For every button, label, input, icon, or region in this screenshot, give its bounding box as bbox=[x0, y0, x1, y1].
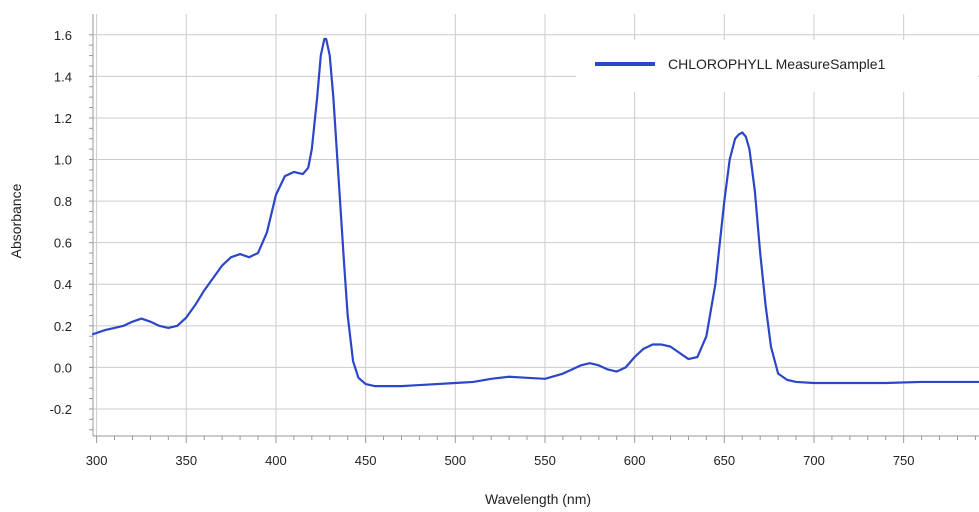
y-tick-label: 1.4 bbox=[54, 69, 72, 84]
x-tick-label: 600 bbox=[624, 453, 646, 468]
x-axis-label: Wavelength (nm) bbox=[485, 491, 591, 507]
x-tick-label: 400 bbox=[265, 453, 287, 468]
x-tick-label: 500 bbox=[444, 453, 466, 468]
series-line-chlorophyll bbox=[91, 37, 979, 388]
x-tick-label: 650 bbox=[713, 453, 735, 468]
y-tick-label: 0.4 bbox=[54, 277, 72, 292]
legend-entry-label: CHLOROPHYLL MeasureSample1 bbox=[668, 56, 886, 72]
x-tick-label: 300 bbox=[86, 453, 108, 468]
x-tick-label: 550 bbox=[534, 453, 556, 468]
x-tick-label: 350 bbox=[175, 453, 197, 468]
axes: 300 350 400 450 500 550 600 650 700 750 -0.2 0.0 0.2… bbox=[50, 14, 979, 468]
y-tick-label: 1.0 bbox=[54, 153, 72, 168]
y-tick-label: 0.0 bbox=[54, 360, 72, 375]
y-tick-label: 0.2 bbox=[54, 319, 72, 334]
x-tick-label: 700 bbox=[803, 453, 825, 468]
y-tick-label: 1.6 bbox=[54, 28, 72, 43]
y-tick-label: 1.2 bbox=[54, 111, 72, 126]
legend: CHLOROPHYLL MeasureSample1 bbox=[576, 40, 978, 92]
x-tick-label: 450 bbox=[355, 453, 377, 468]
y-axis-label: Absorbance bbox=[8, 183, 24, 258]
x-tick-label: 750 bbox=[893, 453, 915, 468]
grid bbox=[93, 14, 979, 436]
y-tick-label: 0.8 bbox=[54, 194, 72, 209]
y-tick-label: 0.6 bbox=[54, 236, 72, 251]
y-tick-label: -0.2 bbox=[50, 402, 72, 417]
series-layer bbox=[91, 37, 979, 388]
